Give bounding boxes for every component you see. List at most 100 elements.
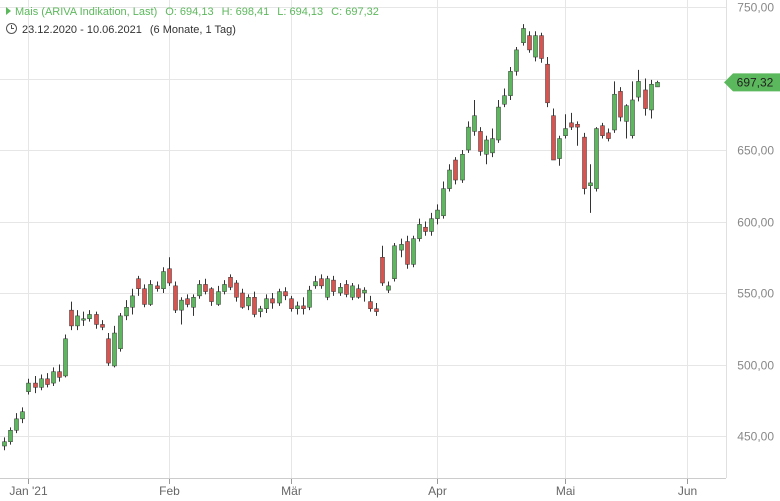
candle-body <box>472 115 477 132</box>
candle-body <box>374 308 379 312</box>
candle-body <box>39 378 44 388</box>
candle-body <box>142 288 147 305</box>
candle <box>356 284 361 299</box>
candle-body <box>179 299 184 311</box>
candle <box>508 67 513 100</box>
period-label: (6 Monate, 1 Tag) <box>149 24 236 36</box>
candle-body <box>539 35 544 59</box>
candle <box>258 305 263 318</box>
candle <box>234 280 239 302</box>
candle <box>124 300 129 321</box>
candle-body <box>118 315 123 350</box>
candle <box>112 325 117 368</box>
candle-body <box>338 287 343 294</box>
legend-range: 23.12.2020 - 10.06.2021 (6 Monate, 1 Tag) <box>6 22 236 36</box>
x-axis: Jan '21 Feb Mär Apr Mai Jun <box>0 478 726 498</box>
close-value: C: 697,32 <box>331 6 379 18</box>
candle-body <box>331 279 336 292</box>
candle-body <box>362 289 367 294</box>
candle <box>429 212 434 236</box>
candle-body <box>399 244 404 251</box>
candle-body <box>551 115 556 161</box>
candle <box>228 274 233 291</box>
candle <box>447 164 452 192</box>
candle <box>460 150 465 183</box>
candle <box>203 278 208 295</box>
candle <box>295 301 300 315</box>
candle <box>75 310 80 331</box>
candle-body <box>612 93 617 131</box>
candle-body <box>20 411 25 420</box>
y-tick-label: 750,00 <box>737 1 774 15</box>
candle <box>197 280 202 299</box>
candle <box>289 295 294 312</box>
candle-body <box>655 82 660 88</box>
candle-body <box>307 289 312 308</box>
candle <box>472 99 477 136</box>
candle <box>2 437 7 451</box>
candle-body <box>441 188 446 217</box>
candle-body <box>313 281 318 287</box>
candle-body <box>380 257 385 284</box>
candle-body <box>197 284 202 297</box>
candle <box>496 99 501 143</box>
candle <box>39 374 44 391</box>
x-tick-label: Jan '21 <box>9 484 48 498</box>
candle <box>344 280 349 298</box>
candle-body <box>246 297 251 307</box>
y-tick-label: 600,00 <box>737 216 774 230</box>
candle <box>252 291 257 318</box>
candle-body <box>508 71 513 96</box>
candle <box>338 282 343 296</box>
candle <box>209 287 214 306</box>
candle-body <box>112 332 117 367</box>
candle <box>307 285 312 311</box>
candle-body <box>563 128 568 136</box>
candle <box>502 88 507 108</box>
candle <box>588 164 593 213</box>
candle <box>191 294 196 316</box>
candle-body <box>350 285 355 298</box>
y-tick-label: 450,00 <box>737 430 774 444</box>
candle-body <box>460 154 465 181</box>
candle-body <box>502 95 507 105</box>
candle <box>57 364 62 382</box>
candle <box>521 24 526 46</box>
candle <box>405 235 410 269</box>
candle-body <box>240 292 245 308</box>
candle <box>514 47 519 76</box>
candle-body <box>527 35 532 51</box>
candle-body <box>185 298 190 305</box>
high-value: H: 698,41 <box>221 6 270 18</box>
candle-body <box>435 209 440 219</box>
candle <box>453 157 458 185</box>
candle <box>100 320 105 331</box>
candle <box>51 367 56 386</box>
candle <box>118 313 123 352</box>
candle-body <box>606 132 611 139</box>
candle <box>527 31 532 53</box>
candle <box>8 427 13 445</box>
candle-body <box>344 284 349 295</box>
candle-body <box>594 128 599 189</box>
candle-body <box>636 81 641 98</box>
candle <box>417 218 422 242</box>
candle-body <box>216 291 221 305</box>
candle-body <box>386 285 391 291</box>
candle-body <box>356 288 361 298</box>
grid-lines <box>0 0 726 478</box>
candle-body <box>289 298 294 309</box>
candle <box>575 121 580 146</box>
candle-body <box>63 338 68 377</box>
candle <box>435 204 440 225</box>
candle <box>185 294 190 308</box>
arrow-right-icon <box>6 7 11 15</box>
candle <box>362 287 367 302</box>
candle <box>142 284 147 308</box>
candle-body <box>490 138 495 154</box>
candle <box>557 135 562 166</box>
candle <box>246 294 251 311</box>
candle-body <box>624 105 629 122</box>
candle-body <box>228 277 233 288</box>
x-tick-label: Mär <box>281 484 302 498</box>
